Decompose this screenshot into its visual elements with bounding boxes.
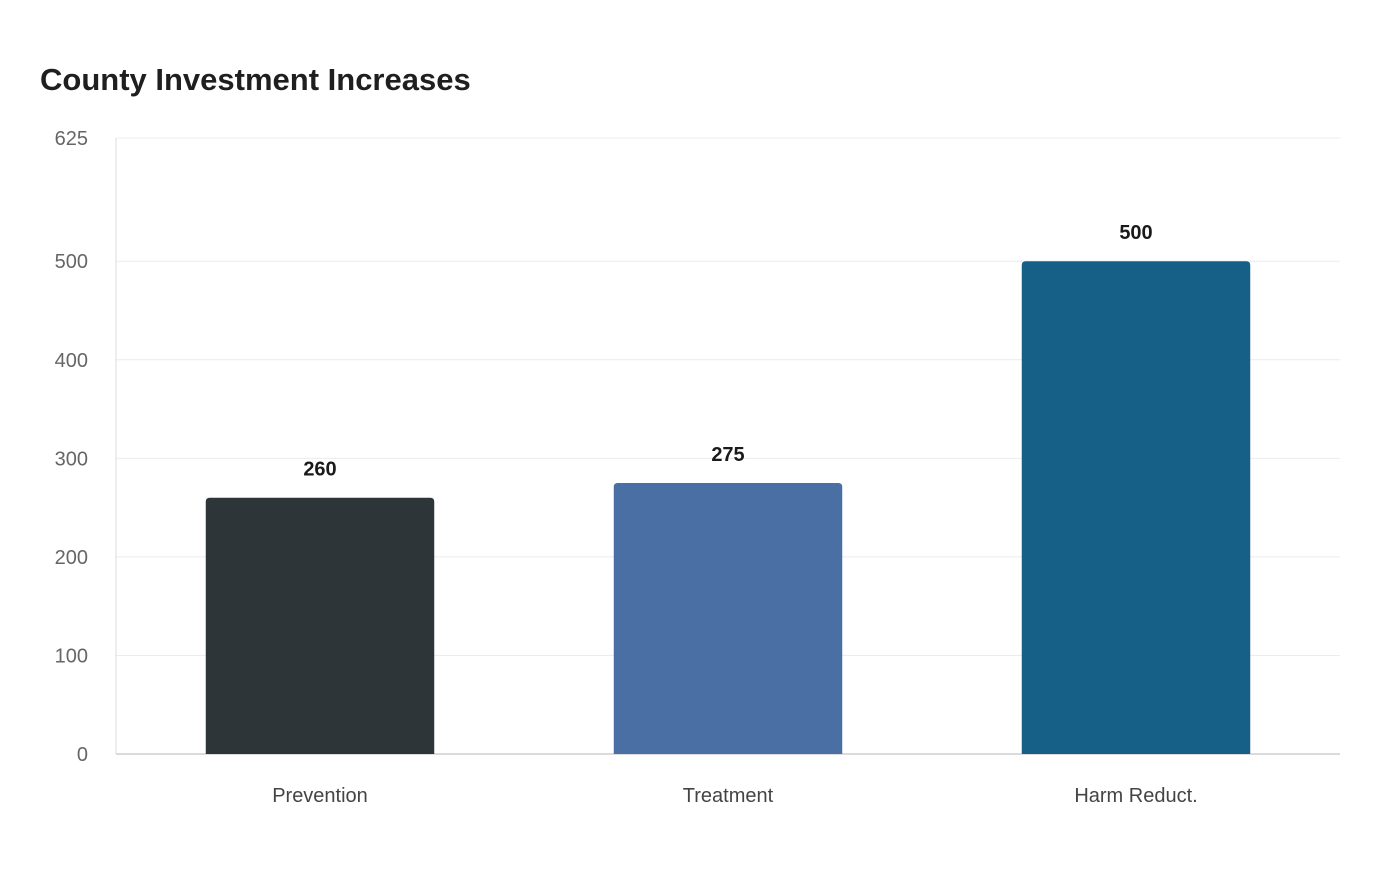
y-tick-label-200: 200: [55, 547, 88, 569]
chart-title: County Investment Increases: [40, 62, 471, 97]
bar-harm-reduct: [1021, 261, 1251, 754]
data-label-2: 500: [1119, 222, 1152, 244]
y-tick-label-0: 0: [77, 744, 88, 766]
y-tick-label-625: 625: [55, 128, 88, 150]
x-tick-label-0: Prevention: [272, 785, 368, 807]
x-tick-label-1: Treatment: [683, 785, 774, 807]
y-tick-label-300: 300: [55, 448, 88, 470]
y-tick-label-100: 100: [55, 645, 88, 667]
x-tick-label-2: Harm Reduct.: [1074, 785, 1197, 807]
bar-prevention: [205, 497, 435, 754]
y-tick-label-400: 400: [55, 350, 88, 372]
y-tick-label-500: 500: [55, 251, 88, 273]
label-layer: 260 Prevention 275 Treatment 500 Harm Reduct.: [272, 222, 1198, 807]
bar-layer: [205, 261, 1251, 754]
bar-treatment: [613, 482, 843, 754]
data-label-0: 260: [303, 459, 336, 481]
data-label-1: 275: [711, 444, 744, 466]
